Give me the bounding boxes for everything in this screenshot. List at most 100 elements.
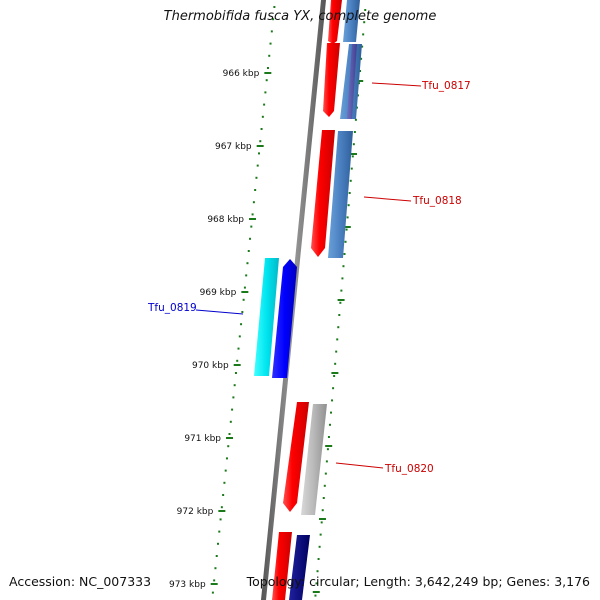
track-dot (266, 67, 269, 69)
genome-title: Thermobifida fusca YX, complete genome (163, 9, 437, 24)
track-dot (349, 179, 352, 182)
gene-partial-bottom (272, 532, 292, 600)
track-dash (349, 153, 357, 155)
track-dot (354, 118, 357, 121)
track-dot (220, 506, 223, 509)
track-dot (343, 253, 346, 255)
kbp-tick-label: 973 kbp (169, 580, 206, 590)
kbp-tick-label: 966 kbp (223, 69, 260, 79)
track-dot (364, 9, 367, 11)
track-dot (337, 326, 340, 329)
track-dot (268, 54, 271, 57)
track-dot (339, 301, 342, 304)
track-dot (263, 103, 266, 106)
track-dot (228, 433, 231, 435)
gene-tfu0818-feature[interactable] (328, 131, 353, 258)
track-dot (327, 436, 330, 438)
track-dot (346, 216, 349, 219)
gene-partial-top (328, 0, 342, 44)
track-dot (358, 82, 361, 85)
track-dot (229, 420, 232, 423)
kbp-tick-mark (218, 510, 226, 512)
track-dot (250, 225, 253, 228)
track-dot (251, 213, 254, 216)
track-dot (315, 582, 318, 585)
track-dot (355, 106, 358, 109)
track-dot (246, 262, 249, 265)
gene-tfu0819-feature[interactable] (254, 258, 279, 376)
accession-text: Accession: NC_007333 (9, 574, 152, 589)
gene-label-tfu0818[interactable]: Tfu_0818 (412, 195, 462, 207)
track-dot (344, 240, 347, 243)
track-dot (345, 228, 348, 231)
gene-tfu0818-arrow[interactable] (311, 130, 335, 257)
kbp-tick-label: 971 kbp (184, 434, 221, 444)
feature-partial-top (343, 0, 360, 42)
track-dot (326, 448, 329, 451)
track-dot (223, 481, 226, 484)
track-dot (213, 579, 216, 582)
track-dot (342, 265, 345, 268)
track-dot (234, 372, 237, 374)
track-dot (214, 567, 217, 570)
track-dot (231, 408, 234, 411)
kbp-tick-mark (249, 218, 257, 220)
track-dot (323, 484, 326, 487)
topology-text: Topology: circular; Length: 3,642,249 bp… (246, 574, 590, 589)
track-dot (353, 131, 356, 133)
track-dot (335, 350, 338, 353)
track-dot (318, 545, 321, 548)
track-dash (331, 372, 339, 374)
track-dot (238, 335, 241, 338)
kbp-tick-mark (226, 437, 234, 439)
track-dot (361, 45, 364, 48)
track-dot (211, 591, 214, 594)
track-dot (320, 521, 323, 524)
track-dot (217, 542, 220, 545)
gene-tfu0820-feature[interactable] (301, 404, 327, 515)
gene-label-tfu0819[interactable]: Tfu_0819 (147, 302, 197, 314)
track-dot (257, 152, 260, 155)
track-dot (348, 192, 351, 194)
track-dot (316, 570, 319, 573)
track-dot (245, 274, 248, 277)
track-dot (260, 128, 263, 130)
feature-partial-bottom (289, 535, 310, 600)
track-dot (319, 533, 322, 536)
track-dot (249, 237, 252, 240)
track-dot (247, 250, 250, 252)
callout-line-tfu0818 (363, 196, 412, 202)
track-dot (359, 70, 362, 72)
track-dot (314, 594, 317, 597)
gene-tfu0820-arrow[interactable] (283, 402, 309, 512)
gene-label-tfu0817[interactable]: Tfu_0817 (421, 80, 471, 92)
track-dot (255, 176, 258, 179)
position-ticks: 966 kbp 967 kbp 968 kbp 969 kbp 970 kbp 971 k… (169, 69, 272, 590)
gene-tfu0817-feature-inner (347, 44, 357, 119)
track-dot (356, 94, 359, 97)
track-dot (341, 277, 344, 280)
track-dot (222, 494, 225, 496)
kbp-tick-label: 968 kbp (207, 215, 244, 225)
track-dot (265, 79, 268, 82)
track-dash (318, 518, 326, 520)
gene-tfu0819-arrow[interactable] (272, 259, 297, 378)
track-dot (224, 469, 227, 472)
track-dot (331, 399, 334, 402)
track-dot (362, 33, 365, 36)
track-dash (356, 80, 364, 82)
track-dot (215, 555, 218, 557)
track-dot (363, 21, 366, 24)
kbp-tick-label: 970 kbp (192, 361, 229, 371)
track-dot (254, 189, 257, 191)
gene-label-tfu0820[interactable]: Tfu_0820 (384, 463, 434, 475)
track-dot (317, 558, 320, 560)
track-dot (261, 115, 264, 118)
kbp-tick-label: 972 kbp (177, 507, 214, 517)
track-dot (325, 460, 328, 463)
gene-tfu0817-arrow[interactable] (323, 43, 340, 117)
track-dot (225, 457, 228, 460)
track-dot (243, 286, 246, 289)
inner-tick-track (211, 6, 276, 594)
